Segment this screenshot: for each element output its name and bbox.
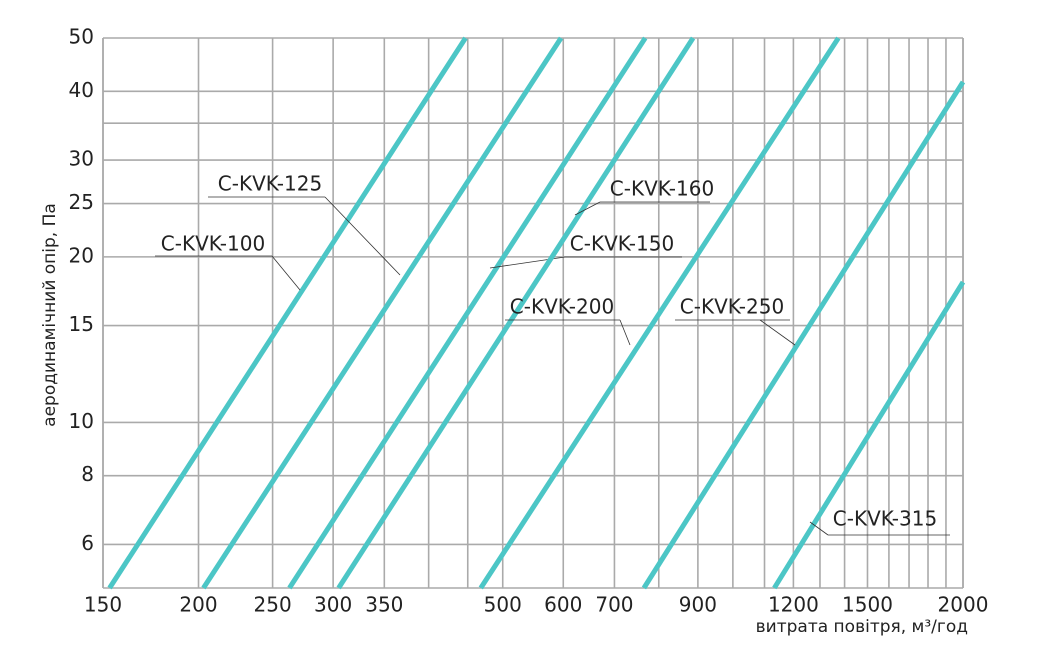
series-line [287, 36, 648, 590]
leader-line [155, 255, 301, 291]
series-label: C-KVK-160 [610, 177, 714, 201]
x-tick-label: 1500 [842, 593, 893, 617]
leader-line [574, 201, 710, 216]
x-tick-label: 900 [679, 593, 717, 617]
x-tick-label: 200 [179, 593, 217, 617]
y-tick-label: 25 [69, 190, 94, 214]
y-tick-label: 50 [69, 25, 94, 49]
x-tick-label: 600 [544, 593, 582, 617]
series-label: C-KVK-100 [161, 232, 265, 256]
leader-line [208, 196, 401, 276]
y-tick-label: 30 [69, 147, 94, 171]
x-tick-label: 2000 [938, 593, 989, 617]
series-label: C-KVK-315 [833, 507, 937, 531]
x-tick-label: 350 [365, 593, 403, 617]
x-tick-label: 150 [84, 593, 122, 617]
leader-line [675, 319, 796, 346]
series-label: C-KVK-200 [510, 295, 614, 319]
series-line [772, 280, 966, 590]
y-axis-label: аеродинамічний опір, Па [40, 203, 60, 427]
series-line [201, 36, 564, 590]
series-line [478, 36, 841, 590]
y-tick-label: 20 [69, 243, 94, 267]
leader-line [489, 256, 682, 269]
y-tick-label: 6 [81, 531, 94, 555]
series-line [107, 36, 468, 590]
x-tick-label: 500 [484, 593, 522, 617]
leader-line [809, 521, 950, 536]
x-tick-label: 250 [254, 593, 292, 617]
x-axis-label: витрата повітря, м³/год [756, 617, 968, 637]
series-line [641, 80, 966, 590]
series-label: C-KVK-250 [680, 295, 784, 319]
y-tick-label: 10 [69, 409, 94, 433]
leader-line [505, 319, 631, 346]
y-tick-label: 8 [81, 462, 94, 486]
y-tick-label: 40 [69, 78, 94, 102]
series-label: C-KVK-125 [218, 172, 322, 196]
series-line [336, 36, 696, 590]
x-tick-label: 300 [314, 593, 352, 617]
y-tick-label: 15 [69, 312, 94, 336]
series-label: C-KVK-150 [570, 232, 674, 256]
x-tick-label: 1200 [768, 593, 819, 617]
x-tick-label: 700 [595, 593, 633, 617]
